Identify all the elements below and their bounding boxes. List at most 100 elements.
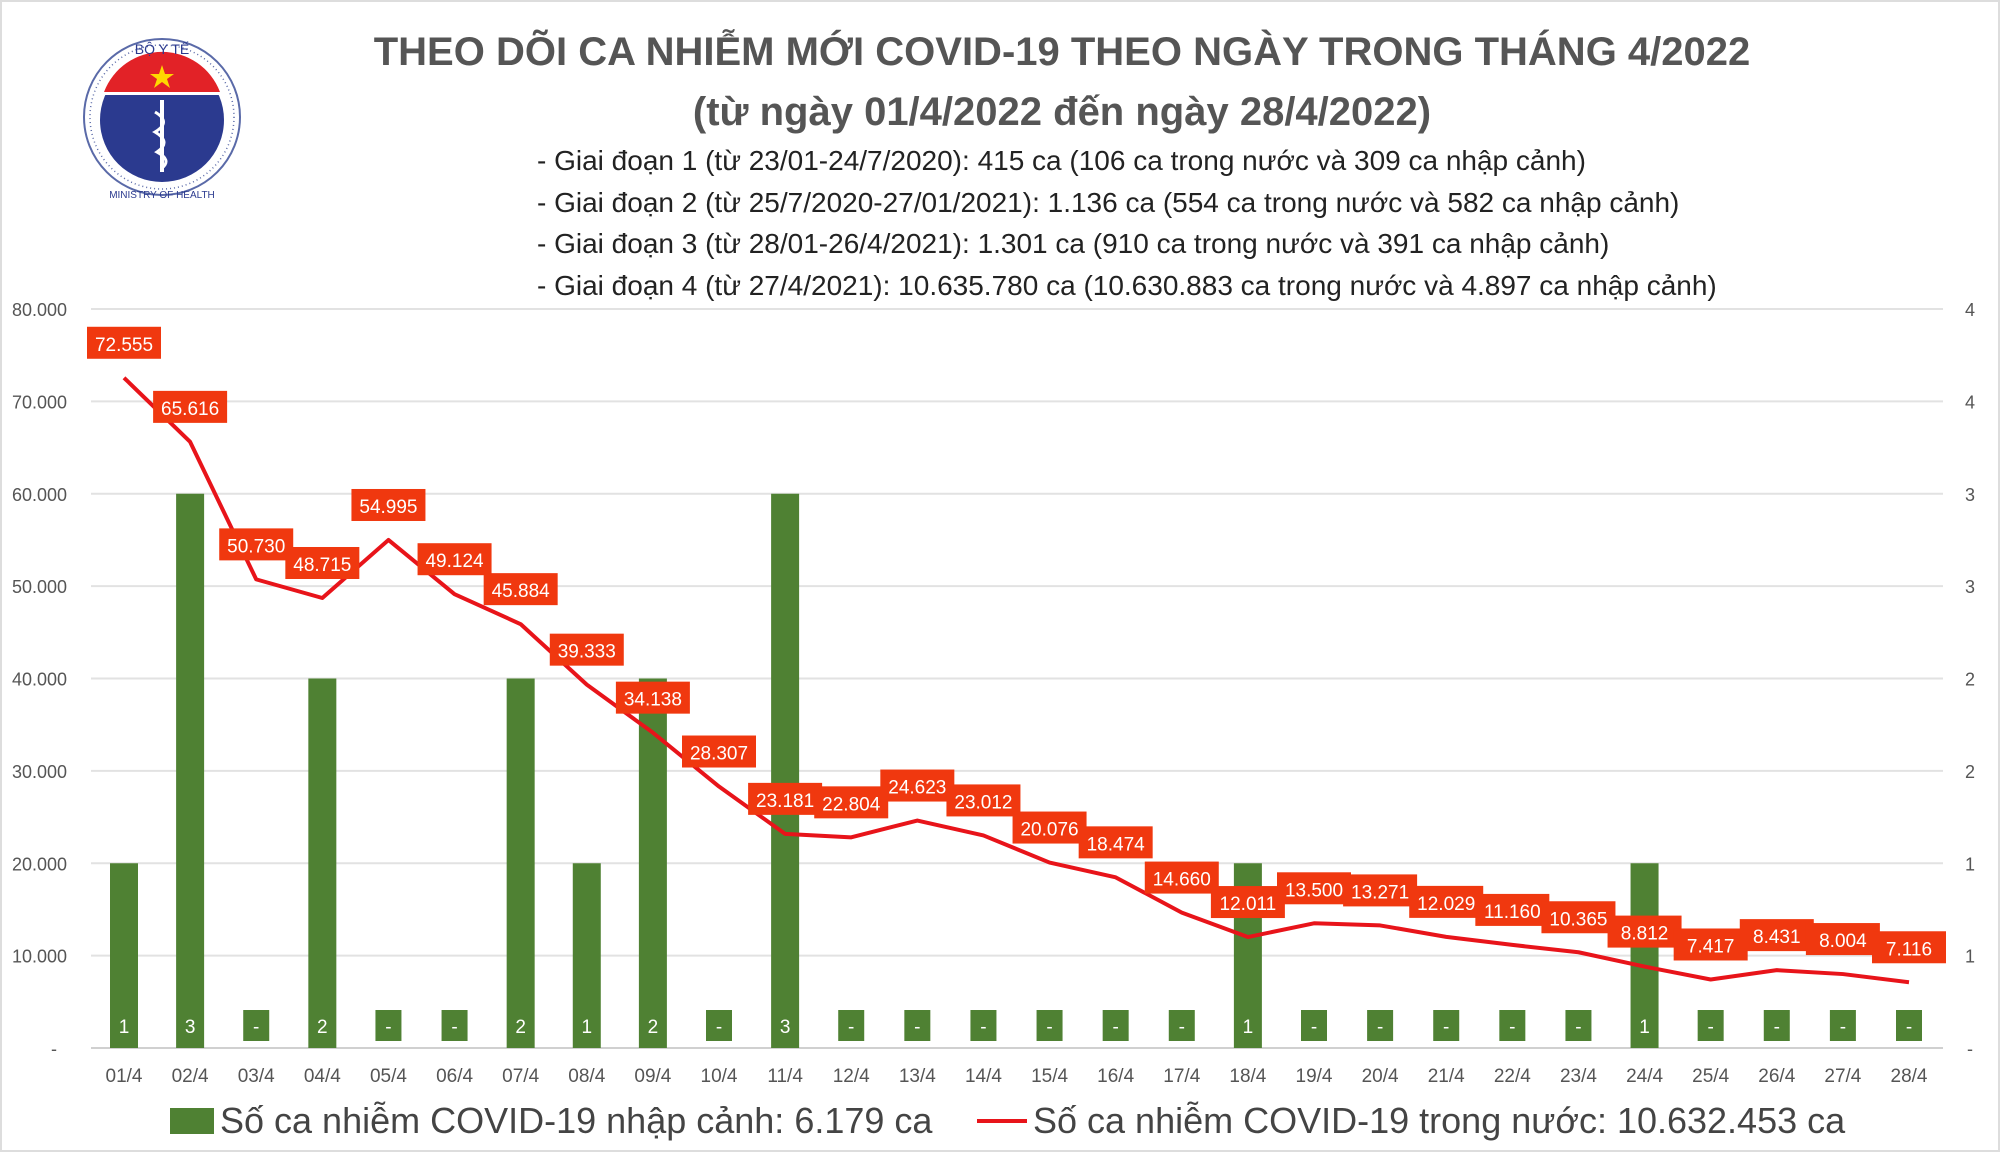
line-label-box [1210, 886, 1285, 919]
line-label-box [1607, 915, 1682, 948]
line-label-box [1739, 919, 1814, 952]
left-axis-tick: 60.000 [12, 485, 67, 505]
line-label-box [1277, 872, 1351, 905]
line-data-label: 28.307 [690, 744, 748, 765]
bar-label-box [1896, 1010, 1922, 1041]
bar-label-box [970, 1010, 997, 1041]
x-axis-tick: 05/4 [370, 1066, 407, 1087]
bar-data-label: - [1774, 1017, 1780, 1038]
x-axis-tick: 17/4 [1163, 1066, 1200, 1087]
bar-data-label: - [980, 1017, 986, 1038]
bar-data-label: - [1311, 1017, 1317, 1038]
bar-label-box [441, 1010, 468, 1041]
x-axis-tick: 25/4 [1692, 1066, 1729, 1087]
bar-label-box [507, 1010, 534, 1041]
legend-item-imported: Số ca nhiễm COVID-19 nhập cảnh: 6.179 ca [170, 1100, 932, 1142]
x-axis-tick: 13/4 [899, 1066, 936, 1087]
line-data-label: 50.730 [227, 536, 285, 557]
line-label-box [1343, 874, 1418, 907]
x-axis-tick: 20/4 [1362, 1066, 1399, 1087]
bar-label-box [1036, 1010, 1063, 1041]
chart-subtitle: (từ ngày 01/4/2022 đến ngày 28/4/2022) [692, 90, 1432, 134]
right-axis-tick: 4 [1965, 392, 1975, 412]
line-label-box [1144, 861, 1219, 894]
bar [506, 678, 535, 1048]
bar-data-label: 2 [317, 1017, 328, 1038]
line-data-label: 49.124 [425, 551, 484, 572]
x-axis-tick: 01/4 [106, 1066, 143, 1087]
line-data-label: 54.995 [359, 497, 417, 518]
line-label-box [1012, 811, 1087, 844]
bar-data-label: - [1509, 1017, 1515, 1038]
x-axis-tick: 19/4 [1296, 1066, 1333, 1087]
bar-label-box [1102, 1010, 1129, 1041]
bar-data-label: - [1377, 1017, 1383, 1038]
right-axis-tick: 3 [1965, 577, 1975, 597]
bar-data-label: - [451, 1017, 457, 1038]
bar-label-box [243, 1010, 270, 1041]
right-axis-tick: 1 [1965, 854, 1975, 874]
line-data-label: 8.004 [1819, 931, 1867, 952]
chart-title: THEO DÕI CA NHIỄM MỚI COVID-19 THEO NGÀY… [373, 30, 1751, 74]
line-label-box [1805, 923, 1880, 956]
line-data-label: 8.431 [1753, 927, 1801, 948]
x-axis-tick: 06/4 [436, 1066, 473, 1087]
legend-label-imported: Số ca nhiễm COVID-19 nhập cảnh: 6.179 ca [220, 1100, 933, 1141]
bar-data-label: - [848, 1017, 854, 1038]
x-axis-tick: 09/4 [634, 1066, 671, 1087]
bar [308, 678, 337, 1048]
bar-label-box [1234, 1010, 1261, 1041]
bar-data-label: - [1708, 1017, 1714, 1038]
bar [176, 493, 205, 1048]
line-label-box [483, 573, 558, 606]
left-axis-tick: 50.000 [12, 577, 67, 597]
note-phase-2: - Giai đoạn 2 (từ 25/7/2020-27/01/2021):… [537, 187, 1680, 218]
x-axis-tick: 26/4 [1758, 1066, 1795, 1087]
note-phase-1: - Giai đoạn 1 (từ 23/01-24/7/2020): 415 … [537, 145, 1586, 176]
line-data-label: 23.012 [954, 792, 1012, 813]
line-label-box [1409, 885, 1484, 918]
line-label-box [219, 528, 294, 561]
bar-label-box [1367, 1010, 1394, 1041]
bar-data-label: - [1575, 1017, 1581, 1038]
line-label-box [615, 681, 690, 714]
bar-data-label: 1 [1639, 1017, 1650, 1038]
line-label-box [417, 543, 492, 576]
line-data-label: 48.715 [293, 555, 351, 576]
line-label-box [1673, 928, 1748, 961]
bar-label-box [1697, 1010, 1724, 1041]
left-axis-tick: - [51, 1039, 57, 1059]
x-axis-tick: 27/4 [1824, 1066, 1861, 1087]
line-data-label: 18.474 [1087, 834, 1146, 855]
x-axis-tick: 03/4 [238, 1066, 275, 1087]
line-data-label: 13.500 [1285, 880, 1343, 901]
bar-data-label: 2 [515, 1017, 526, 1038]
left-axis-tick: 10.000 [12, 947, 67, 967]
x-axis-tick: 10/4 [701, 1066, 738, 1087]
right-axis-tick: 3 [1965, 485, 1975, 505]
bar-data-label: - [1840, 1017, 1846, 1038]
x-axis-tick: 15/4 [1031, 1066, 1068, 1087]
legend-bar-swatch [170, 1108, 214, 1134]
line-data-label: 34.138 [624, 690, 682, 711]
bar-data-label: 3 [780, 1017, 791, 1038]
bar-data-label: - [253, 1017, 259, 1038]
bar-data-label: 1 [1243, 1017, 1254, 1038]
line-label-box [285, 546, 360, 579]
line-data-label: 8.812 [1621, 924, 1669, 945]
logo-top-text: BỘ Y TẾ [135, 41, 189, 57]
line-data-label: 12.029 [1417, 894, 1475, 915]
line-data-label: 12.011 [1220, 894, 1277, 915]
line-label-box [549, 633, 624, 666]
bar-data-label: - [1179, 1017, 1185, 1038]
bar-data-label: - [1443, 1017, 1449, 1038]
line-label-box [351, 488, 426, 521]
bar-label-box [111, 1010, 137, 1041]
line-label-box [1475, 893, 1550, 926]
bar-data-label: - [1906, 1017, 1912, 1038]
line-label-box [87, 326, 161, 359]
x-axis-tick: 23/4 [1560, 1066, 1597, 1087]
bar-data-label: - [716, 1017, 722, 1038]
line-data-label: 23.181 [756, 791, 814, 812]
